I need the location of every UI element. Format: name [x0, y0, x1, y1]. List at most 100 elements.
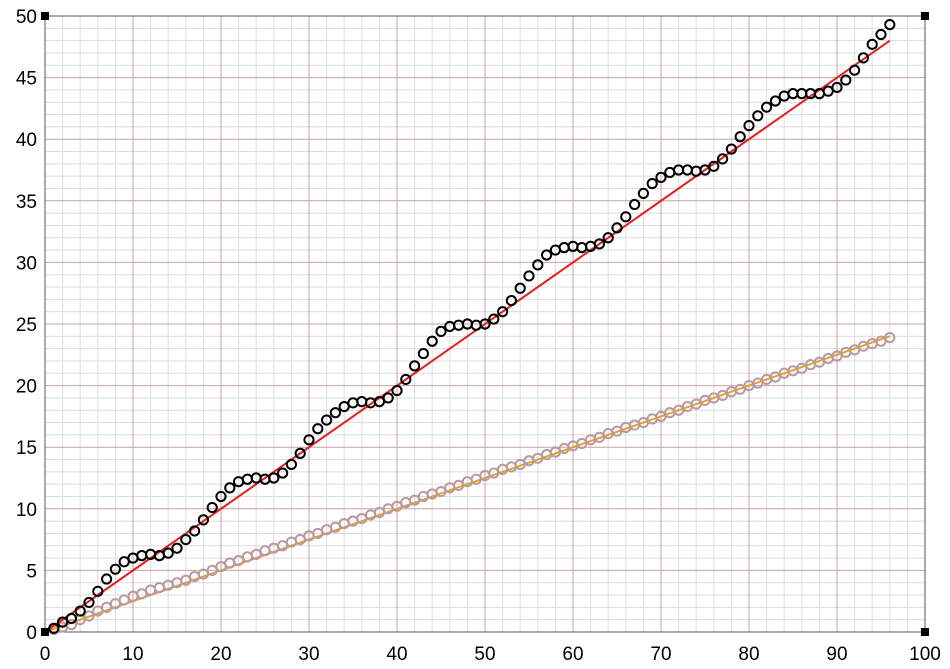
fit-line-3 [44, 335, 891, 633]
resize-handle-2[interactable] [921, 628, 929, 636]
data-point [391, 384, 403, 397]
data-point [65, 612, 78, 625]
data-point [734, 131, 746, 143]
data-point [602, 232, 614, 244]
data-point [479, 318, 491, 330]
data-point [620, 211, 632, 223]
data-point [488, 313, 500, 325]
data-point [180, 534, 192, 546]
data-point [743, 120, 755, 132]
data-point [857, 52, 870, 64]
marker-series-2 [48, 331, 896, 636]
data-point [629, 198, 641, 211]
data-point [136, 550, 148, 562]
data-point [523, 270, 535, 282]
data-point [497, 306, 509, 318]
data-point [752, 110, 764, 122]
plot-frame [44, 15, 926, 633]
data-point [347, 397, 359, 409]
data-point [558, 242, 570, 254]
y-tick-label: 0 [26, 623, 37, 644]
data-point [884, 331, 896, 344]
series-layer [44, 19, 896, 636]
data-point [611, 222, 623, 234]
data-point [197, 514, 209, 526]
data-point [761, 101, 773, 113]
data-point [435, 325, 447, 337]
data-point [329, 407, 341, 419]
data-point [717, 153, 729, 165]
y-tick-label: 50 [16, 7, 37, 28]
x-tick-label: 40 [386, 644, 407, 665]
data-point [875, 28, 887, 41]
data-point [822, 85, 834, 97]
y-tick-label: 25 [16, 315, 37, 336]
x-tick-label: 0 [40, 644, 51, 665]
x-tick-label: 20 [210, 644, 231, 665]
data-point [505, 294, 517, 307]
data-point [118, 594, 130, 606]
data-point [83, 596, 95, 609]
data-point [453, 319, 465, 331]
data-point [637, 187, 650, 200]
data-point [241, 551, 253, 563]
resize-handle-3[interactable] [41, 628, 49, 636]
data-point [241, 473, 253, 485]
data-point [259, 545, 271, 557]
data-point [514, 282, 526, 294]
data-point [206, 501, 218, 514]
data-point [136, 588, 148, 600]
data-point [294, 447, 306, 459]
resize-handle-1[interactable] [921, 12, 929, 20]
data-point [576, 242, 588, 254]
data-point [708, 160, 720, 172]
data-point [646, 177, 658, 190]
y-tick-label: 10 [16, 500, 37, 521]
y-tick-label: 35 [16, 192, 37, 213]
data-point [109, 563, 122, 575]
x-tick-label: 70 [650, 644, 671, 665]
data-point [153, 582, 165, 594]
data-point [655, 171, 667, 183]
selection-handles[interactable] [41, 12, 929, 636]
x-tick-label: 50 [474, 644, 495, 665]
x-tick-label: 80 [738, 644, 759, 665]
y-tick-label: 20 [16, 377, 37, 398]
fit-line-1 [44, 39, 891, 633]
data-point [426, 335, 438, 347]
data-point [849, 64, 861, 76]
y-tick-label: 40 [16, 130, 37, 151]
data-point [884, 19, 896, 31]
data-point [303, 434, 315, 446]
data-point [74, 605, 86, 617]
y-tick-label: 30 [16, 253, 37, 274]
x-tick-label: 60 [562, 644, 583, 665]
x-tick-label: 100 [909, 644, 941, 665]
data-point [593, 238, 606, 250]
data-point [101, 573, 113, 585]
data-point [532, 259, 544, 271]
y-axis-ticks: 0 5 10 15 20 25 30 35 40 45 50 [16, 7, 37, 644]
data-point [224, 482, 236, 494]
data-point [769, 95, 782, 107]
data-point [312, 423, 324, 435]
data-point [400, 373, 412, 386]
data-point [831, 81, 843, 94]
data-point [268, 472, 280, 484]
resize-handle-0[interactable] [41, 12, 49, 20]
data-point [409, 360, 421, 372]
data-point [321, 414, 333, 426]
x-tick-label: 90 [826, 644, 847, 665]
data-point [171, 542, 183, 554]
y-tick-label: 15 [16, 438, 37, 459]
x-tick-label: 10 [122, 644, 143, 665]
data-point [162, 547, 174, 559]
y-tick-label: 5 [26, 561, 37, 582]
data-point [840, 74, 852, 86]
data-point [541, 249, 553, 261]
data-point [224, 557, 236, 569]
data-point [285, 458, 297, 471]
marker-series-0 [48, 19, 896, 634]
x-tick-label: 30 [298, 644, 319, 665]
data-point [48, 622, 60, 634]
